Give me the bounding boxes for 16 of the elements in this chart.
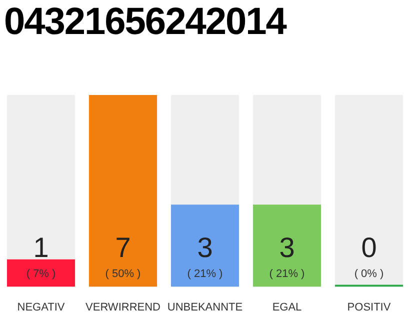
x-tick-label: POSITIV	[347, 301, 392, 314]
data-label: 1	[33, 232, 49, 263]
chart-title: 04321656242014	[4, 0, 286, 44]
annotation: ( 7% )	[26, 268, 56, 280]
data-label: 0	[361, 232, 377, 263]
data-label: 3	[197, 232, 213, 263]
data-label: 7	[115, 232, 131, 263]
data-label: 3	[279, 232, 295, 263]
annotation: ( 21% )	[187, 268, 223, 280]
x-tick-label: NEGATIV	[17, 301, 66, 314]
x-tick-label: VERWIRREND	[86, 301, 161, 314]
x-tick-label: UNBEKANNTE	[167, 301, 243, 314]
annotation: ( 0% )	[354, 268, 384, 280]
annotation: ( 50% )	[105, 268, 141, 280]
x-tick-label: EGAL	[272, 301, 302, 314]
annotation: ( 21% )	[269, 268, 305, 280]
